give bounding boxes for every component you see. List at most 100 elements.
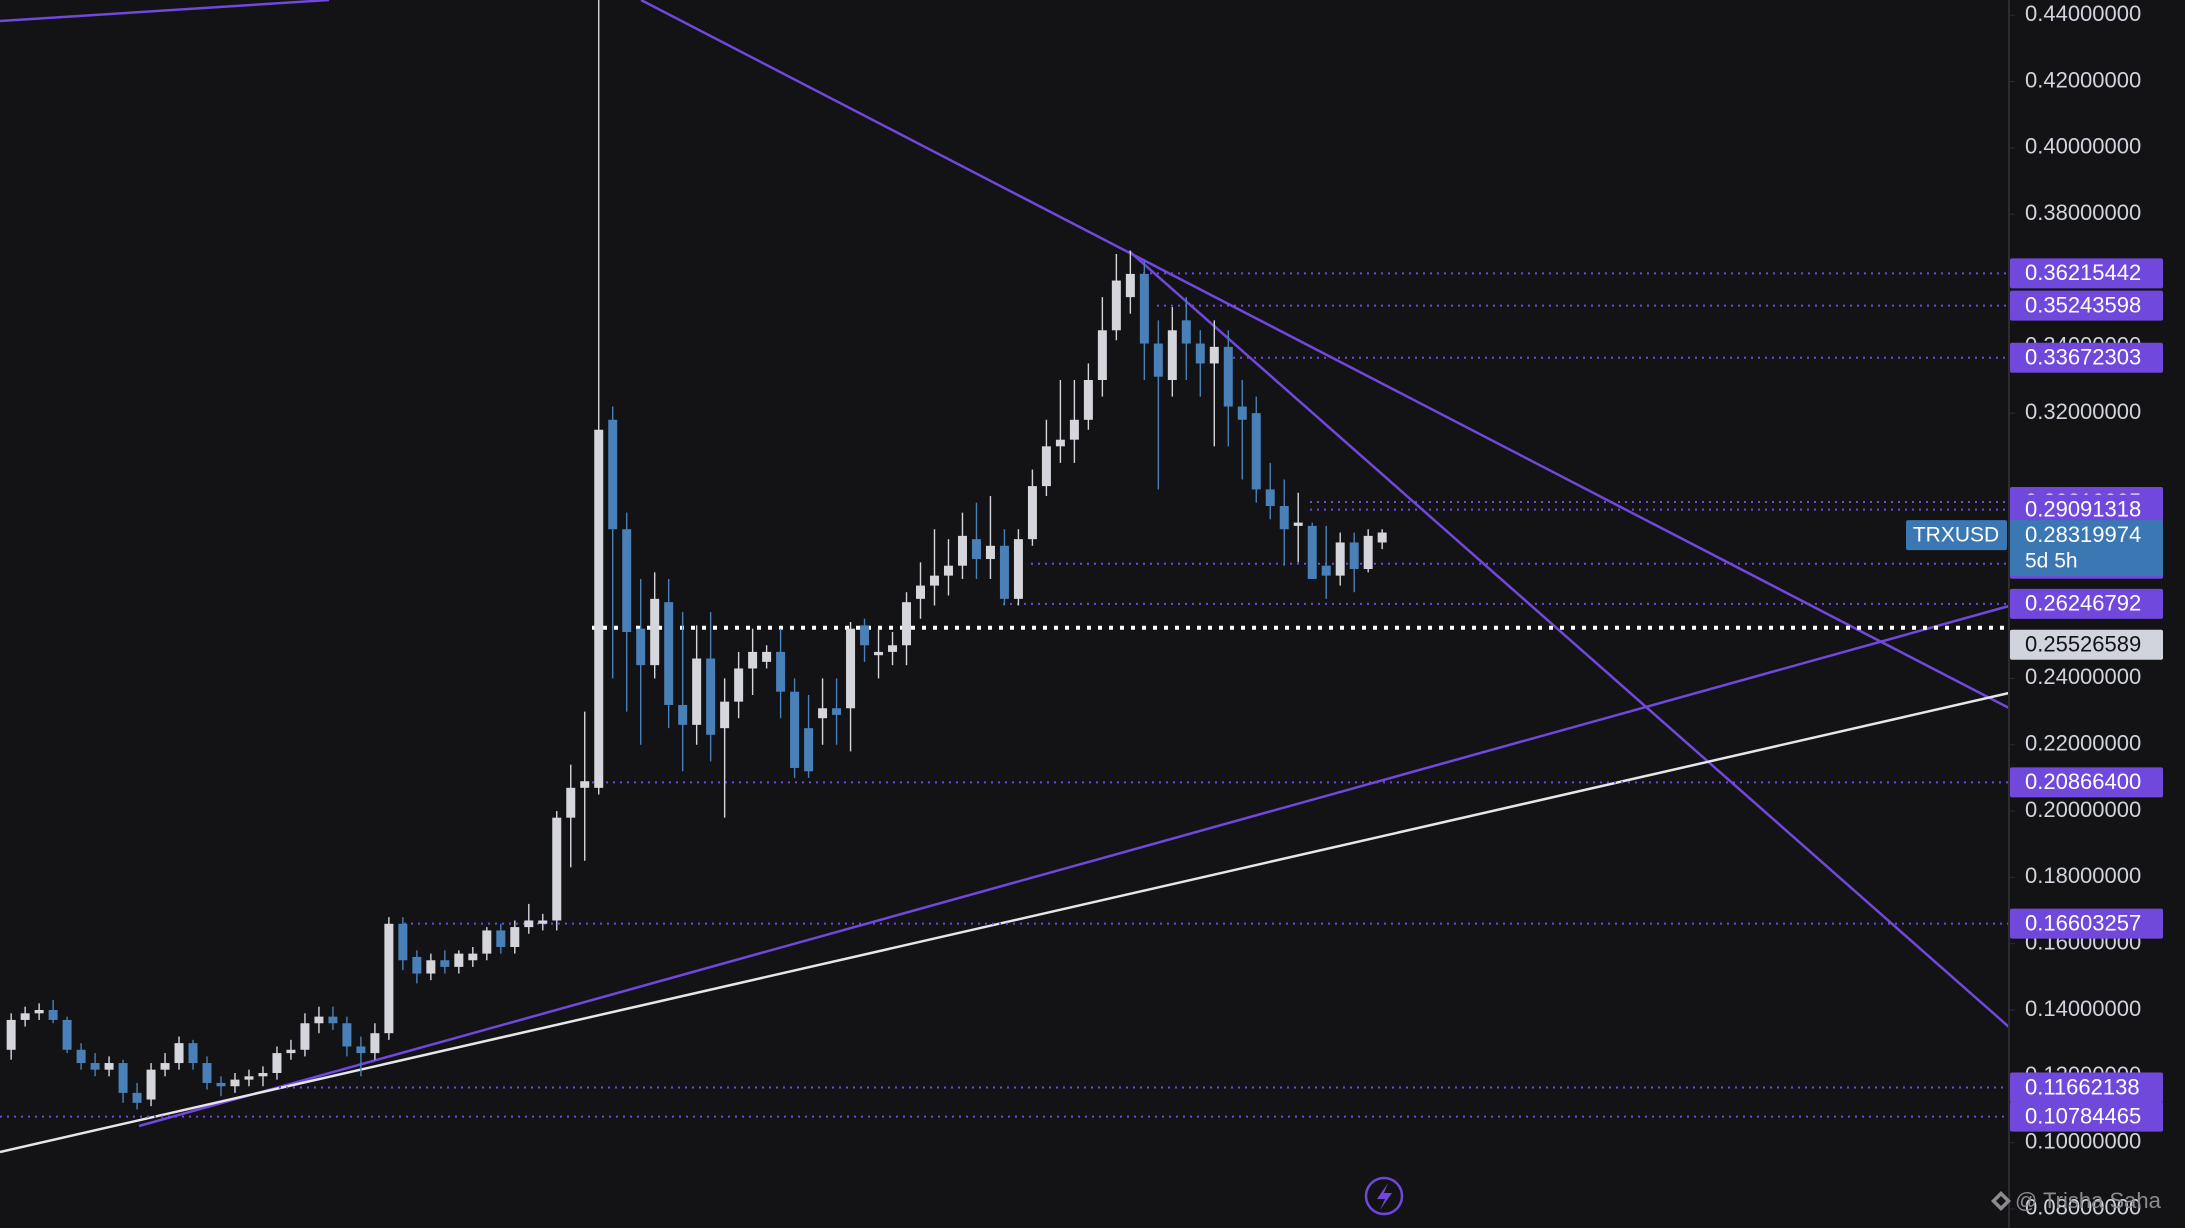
candle-body [1251,413,1261,490]
candle-body [1069,419,1079,440]
candle-body [1013,539,1023,599]
marked-level-label: 0.25526589 [2025,632,2141,657]
levels [0,272,2009,1118]
candle-body [1041,446,1051,487]
candle-body [678,704,688,725]
candle-body [62,1019,72,1050]
candle-body [524,920,534,928]
candle-body [342,1023,352,1047]
y-tick-label: 0.18000000 [2025,863,2141,888]
candle-body [804,728,814,772]
y-tick-label: 0.38000000 [2025,200,2141,225]
trend-line [640,0,2010,710]
candle-body [146,1069,156,1100]
candle-body [748,651,758,669]
candle-body [328,1016,338,1024]
y-tick-label: 0.14000000 [2025,996,2141,1021]
trend-lines [0,0,2010,1154]
candle-body [1055,439,1065,447]
replay-icon[interactable] [1364,1176,1404,1216]
level-label: 0.26246792 [2025,591,2141,616]
candle-body [300,1023,310,1050]
trend-line [0,691,2010,1154]
candle-body [426,960,436,974]
candle-body [888,645,898,652]
candle-body [734,668,744,702]
candle-body [314,1016,324,1024]
watermark-logo [1991,1191,2011,1211]
candle-body [1153,343,1163,377]
candle-body [580,781,590,788]
candle-body [230,1079,240,1087]
candle-body [594,429,604,788]
candle-body [34,1009,44,1014]
y-tick-label: 0.32000000 [2025,399,2141,424]
candle-body [999,545,1009,599]
marked-level-box [2010,629,2163,660]
symbol-box [1906,520,2007,551]
watermark: @ Trisha Saha [2015,1188,2162,1213]
candle-body [916,585,925,599]
y-tick-label: 0.10000000 [2025,1128,2141,1153]
candle-body [188,1043,198,1064]
icon-circle [1364,1176,1404,1216]
candle-body [818,708,828,719]
candle-body [6,1019,16,1050]
candle-body [272,1053,282,1073]
candle-body [482,930,492,954]
level-label-box [2010,290,2163,321]
candle-body [132,1092,142,1103]
candle-body [258,1072,268,1077]
y-tick-label: 0.42000000 [2025,67,2141,92]
level-label-box [2010,342,2163,373]
candle-body [1181,320,1191,344]
candle-body [650,598,660,666]
trend-line [1128,250,2010,1028]
icon-bolt [1377,1183,1392,1210]
candle-body [398,923,408,961]
candle-body [496,930,506,947]
candle-body [286,1049,296,1054]
candle-body [244,1076,254,1080]
level-label-box [2010,588,2163,619]
candle-body [440,960,450,967]
candle-body [608,419,618,530]
candle-body [943,565,953,576]
candle-body [846,628,856,709]
candle-body [90,1063,100,1070]
level-label-box [2010,1101,2163,1132]
candle-body [1111,280,1121,331]
candle-body [1195,343,1205,364]
candle-body [1335,542,1345,576]
candles [6,0,1387,1110]
level-label: 0.11662138 [2025,1074,2140,1099]
candle-body [1097,330,1107,381]
candle-body [454,953,464,967]
candle-body [552,817,562,921]
level-label: 0.36215442 [2025,260,2141,285]
candle-body [202,1063,212,1083]
candle-body [370,1033,380,1054]
candle-body [1125,273,1135,298]
level-label: 0.29091318 [2025,496,2141,521]
candle-body [874,651,884,656]
candle-body [1223,346,1233,407]
candle-body [1237,406,1247,420]
trend-line [138,604,2010,1128]
level-label: 0.33672303 [2025,345,2141,370]
candle-body [1209,346,1219,364]
candle-body [1167,330,1177,381]
countdown-label: 5d 5h [2025,550,2078,573]
candle-body [706,658,716,735]
candle-body [1363,535,1373,570]
candle-body [1027,486,1037,540]
candle-body [622,529,632,633]
level-label: 0.20866400 [2025,769,2141,794]
watermark-group: @ Trisha Saha [1991,1188,2162,1213]
candle-body [160,1063,170,1070]
candle-body [384,923,394,1034]
candle-body [1139,273,1149,344]
